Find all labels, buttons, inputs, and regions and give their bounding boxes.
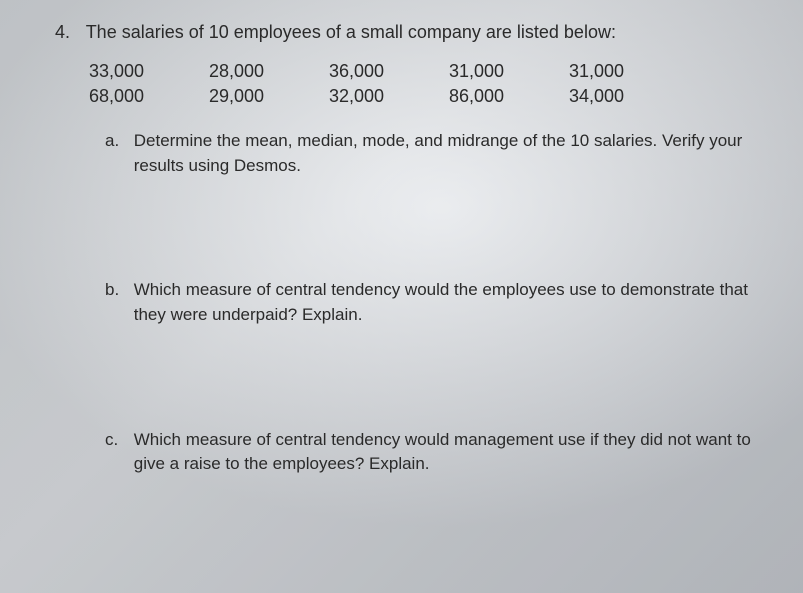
subpart-text: Which measure of central tendency would … (134, 278, 762, 327)
salary-cell: 86,000 (449, 86, 569, 107)
subpart-letter: a. (105, 129, 129, 154)
salary-cell: 29,000 (209, 86, 329, 107)
salary-cell: 36,000 (329, 61, 449, 82)
question-title: 4. The salaries of 10 employees of a sma… (55, 22, 763, 43)
salary-cell: 33,000 (89, 61, 209, 82)
salary-cell: 68,000 (89, 86, 209, 107)
subpart-text: Determine the mean, median, mode, and mi… (134, 129, 762, 178)
salary-cell: 28,000 (209, 61, 329, 82)
subpart-letter: c. (105, 428, 129, 453)
salary-data-grid: 33,000 28,000 36,000 31,000 31,000 68,00… (89, 61, 763, 107)
salary-cell: 31,000 (449, 61, 569, 82)
subparts-container: a. Determine the mean, median, mode, and… (105, 129, 763, 477)
subpart-text: Which measure of central tendency would … (134, 428, 762, 477)
subpart-a: a. Determine the mean, median, mode, and… (105, 129, 763, 178)
subpart-c: c. Which measure of central tendency wou… (105, 428, 763, 477)
salary-cell: 31,000 (569, 61, 689, 82)
question-number: 4. (55, 22, 81, 43)
salary-cell: 32,000 (329, 86, 449, 107)
subpart-b: b. Which measure of central tendency wou… (105, 278, 763, 327)
salary-cell: 34,000 (569, 86, 689, 107)
question-prompt: The salaries of 10 employees of a small … (86, 22, 616, 42)
subpart-letter: b. (105, 278, 129, 303)
